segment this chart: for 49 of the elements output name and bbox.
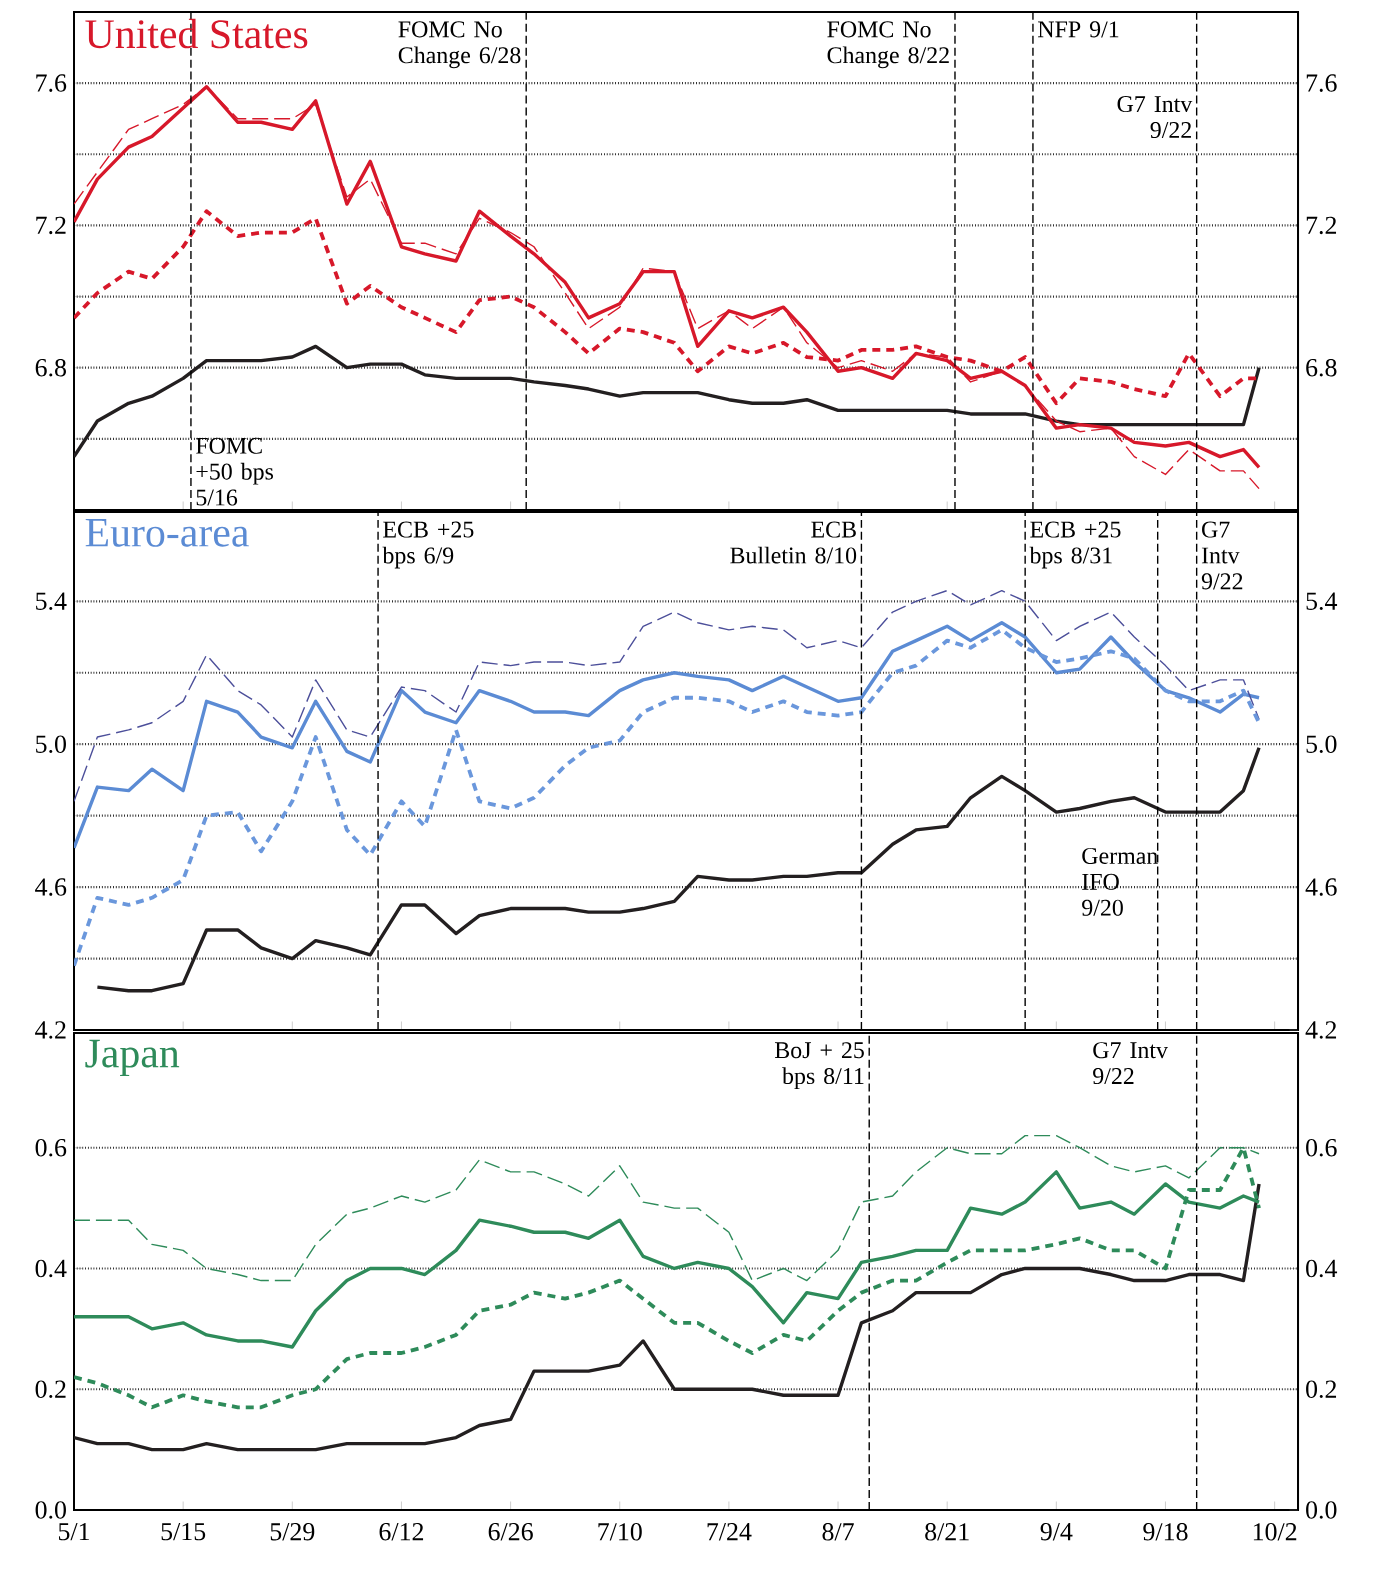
y-tick-label: 4.2 bbox=[35, 1021, 66, 1039]
y2-tick-label: 7.6 bbox=[1306, 74, 1337, 92]
ref-line-label: FOMC +50 bps 5/16 bbox=[196, 437, 274, 506]
y2-tick-label: 5.4 bbox=[1306, 592, 1338, 611]
chart-title: United States bbox=[85, 18, 308, 49]
y2-tick-label: 6.8 bbox=[1306, 358, 1337, 377]
ref-line-label: FOMC No Change 8/22 bbox=[827, 21, 949, 69]
x-tick-label: 6/12 bbox=[379, 1523, 424, 1541]
x-tick-label: 6/26 bbox=[488, 1523, 533, 1541]
y-tick-label: 4.6 bbox=[35, 878, 67, 896]
y2-tick-label: 4.6 bbox=[1305, 878, 1337, 896]
y-tick-label: 6.8 bbox=[35, 358, 66, 377]
y2-tick-label: 0.4 bbox=[1306, 1259, 1338, 1278]
y-tick-label: 0.4 bbox=[35, 1259, 67, 1278]
ref-line-label: ECB +25 bps 8/31 bbox=[1029, 521, 1121, 569]
x-tick-label: 8/21 bbox=[925, 1523, 969, 1541]
y2-tick-label: 7.2 bbox=[1306, 216, 1337, 235]
y-tick-label: 5.4 bbox=[36, 592, 67, 611]
y2-tick-label: 0.2 bbox=[1306, 1380, 1337, 1399]
ref-line-label: ECB +25 bps 6/9 bbox=[382, 521, 474, 569]
ref-line-label: G7 Intv 9/22 bbox=[1093, 1042, 1168, 1085]
chart-title: Euro-area bbox=[85, 518, 249, 547]
ref-line-label: G7 Intv 9/22 bbox=[1117, 96, 1193, 138]
ref-line-label: NFP 9/1 bbox=[1038, 21, 1119, 38]
y-tick-label: 5.0 bbox=[36, 735, 66, 754]
y-tick-label: 7.2 bbox=[36, 216, 66, 235]
x-tick-label: 7/10 bbox=[598, 1523, 642, 1541]
x-tick-label: 9/4 bbox=[1040, 1523, 1073, 1541]
ref-line-label: German IFO 9/20 bbox=[1082, 847, 1158, 916]
ref-line-label: ECB Bulletin 8/10 bbox=[730, 521, 857, 564]
y-tick-label: 0.6 bbox=[35, 1138, 67, 1157]
y2-tick-label: 0.0 bbox=[1306, 1501, 1337, 1519]
ref-line-label: G7 Intv 9/22 bbox=[1201, 521, 1243, 590]
y2-tick-label: 0.6 bbox=[1306, 1138, 1337, 1157]
x-tick-label: 5/29 bbox=[270, 1523, 315, 1541]
y2-tick-label: 4.2 bbox=[1305, 1021, 1337, 1039]
x-tick-label: 5/1 bbox=[58, 1523, 90, 1541]
y2-tick-label: 5.0 bbox=[1306, 735, 1337, 753]
x-tick-label: 9/18 bbox=[1143, 1523, 1188, 1541]
ref-line-label: BoJ + 25 bps 8/11 bbox=[774, 1042, 864, 1089]
x-tick-label: 10/2 bbox=[1253, 1523, 1297, 1541]
y-tick-label: 0.0 bbox=[35, 1501, 66, 1519]
chart-title: Japan bbox=[85, 1039, 180, 1077]
x-tick-label: 8/7 bbox=[822, 1523, 854, 1541]
x-tick-label: 5/15 bbox=[161, 1523, 206, 1541]
x-tick-label: 7/24 bbox=[707, 1523, 752, 1541]
y-tick-label: 0.2 bbox=[35, 1380, 66, 1399]
y-tick-label: 7.6 bbox=[36, 74, 67, 92]
ref-line-label: FOMC No Change 6/28 bbox=[398, 21, 521, 69]
